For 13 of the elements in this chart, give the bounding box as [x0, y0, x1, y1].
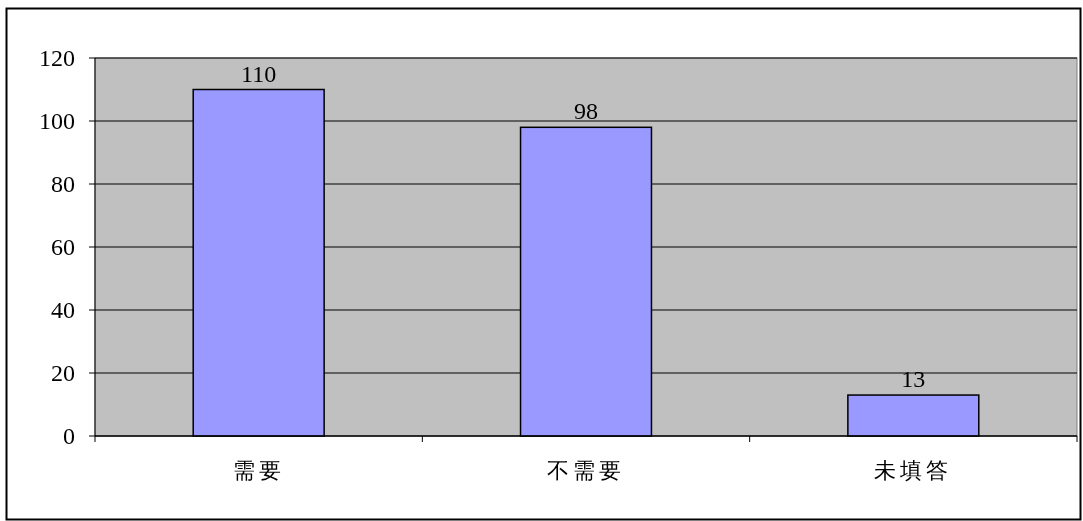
- y-tick-label: 0: [63, 423, 75, 450]
- data-label: 98: [574, 98, 598, 125]
- x-tick-label: 不需要: [547, 458, 625, 483]
- y-tick-label: 20: [51, 360, 75, 387]
- y-tick-label: 100: [39, 108, 75, 135]
- data-label: 13: [901, 366, 926, 393]
- data-label: 110: [241, 60, 277, 87]
- x-tick-label: 需要: [232, 458, 285, 483]
- y-tick-label: 60: [51, 234, 75, 261]
- x-tick-label: 未填答: [874, 458, 953, 483]
- y-tick-label: 40: [51, 297, 75, 324]
- y-tick-label: 80: [51, 171, 75, 198]
- y-tick-label: 120: [39, 45, 75, 72]
